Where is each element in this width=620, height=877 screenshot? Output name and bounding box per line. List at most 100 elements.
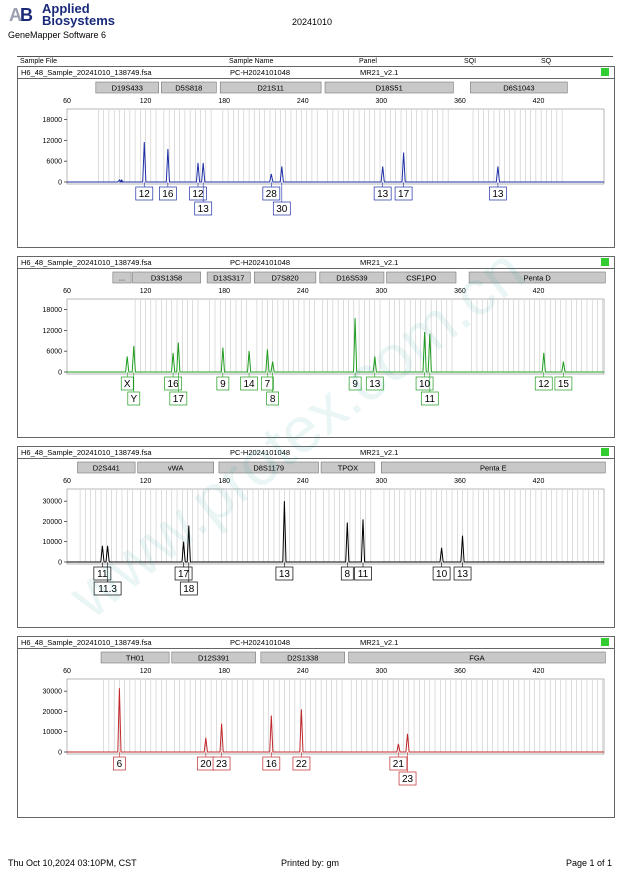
marker-label: D2S1338 <box>287 654 318 663</box>
allele-call: 11.3 <box>93 562 122 596</box>
allele-box <box>240 376 258 391</box>
allele-label: 8 <box>270 394 276 405</box>
allele-label: 13 <box>198 204 210 215</box>
allele-box <box>266 391 279 406</box>
allele-call: 13 <box>194 182 213 216</box>
allele-label: 13 <box>377 189 389 200</box>
marker-: ... <box>112 271 132 284</box>
y-tick-label: 0 <box>58 750 62 757</box>
allele-label: 15 <box>558 379 570 390</box>
svg-text:A: A <box>9 5 22 25</box>
marker-label: TH01 <box>126 654 144 663</box>
allele-box <box>420 391 439 406</box>
brand-line-2: Biosystems <box>42 13 115 28</box>
marker-box <box>100 651 170 664</box>
sizing-quality-indicator <box>601 448 609 456</box>
allele-box <box>394 186 413 201</box>
y-tick-label: 12000 <box>43 138 63 145</box>
marker-box <box>253 271 317 284</box>
allele-call: 22 <box>292 752 311 771</box>
marker-box <box>137 461 214 474</box>
plot-area <box>66 298 605 375</box>
marker-d5s818: D5S818 <box>161 81 217 94</box>
marker-d3s1358: D3S1358 <box>132 271 201 284</box>
marker-d7s820: D7S820 <box>253 271 317 284</box>
marker-box <box>348 651 606 664</box>
allele-call: 6 <box>113 752 126 771</box>
x-tick-label: 240 <box>297 668 309 675</box>
allele-label: 9 <box>220 379 226 390</box>
allele-box <box>432 566 451 581</box>
allele-box <box>189 186 207 201</box>
marker-box <box>468 271 606 284</box>
sample-name-value: PC-H2024101048 <box>230 638 291 647</box>
allele-call: 16 <box>164 372 182 391</box>
x-tick-label: 60 <box>63 98 71 105</box>
allele-call: 13 <box>453 562 472 581</box>
y-tick-label: 30000 <box>43 499 63 506</box>
run-date: 20241010 <box>292 17 333 27</box>
svg-text:B: B <box>20 5 33 25</box>
plot-area <box>66 108 605 185</box>
allele-label: 21 <box>393 759 405 770</box>
y-tick-label: 30000 <box>43 689 63 696</box>
marker-pentad: Penta D <box>468 271 606 284</box>
allele-box <box>194 201 213 216</box>
allele-label: 13 <box>457 569 469 580</box>
allele-call: 16 <box>159 182 177 201</box>
marker-d12s391: D12S391 <box>171 651 256 664</box>
y-tick-label: 18000 <box>43 117 63 124</box>
marker-label: D16S539 <box>336 274 367 283</box>
allele-call: 23 <box>398 752 417 786</box>
x-tick-label: 360 <box>454 98 466 105</box>
allele-box <box>169 391 188 406</box>
marker-label: D3S1358 <box>151 274 182 283</box>
allele-call: 17 <box>169 372 188 406</box>
allele-label: 16 <box>162 189 174 200</box>
y-tick-label: 6000 <box>46 159 62 166</box>
sample-file-value: H6_48_Sample_20241010_138749.fsa <box>21 638 152 647</box>
allele-label: 30 <box>276 204 288 215</box>
marker-label: D8S1179 <box>253 464 284 473</box>
allele-label: 20 <box>200 759 212 770</box>
allele-call: 15 <box>554 372 573 391</box>
allele-call: 20 <box>196 752 215 771</box>
allele-label: 17 <box>173 394 185 405</box>
allele-call: 13 <box>275 562 294 581</box>
x-tick-label: 360 <box>454 668 466 675</box>
allele-box <box>292 756 311 771</box>
x-tick-label: 180 <box>218 98 230 105</box>
panel-value: MR21_v2.1 <box>360 448 399 457</box>
allele-call: X <box>120 372 134 391</box>
sample-name-value: PC-H2024101048 <box>230 68 291 77</box>
allele-label: 18 <box>183 584 195 595</box>
x-tick-label: 120 <box>140 478 152 485</box>
allele-call: 9 <box>348 372 362 391</box>
marker-box <box>319 271 385 284</box>
y-tick-label: 0 <box>58 180 62 187</box>
footer-printed-by: Printed by: gm <box>281 858 340 868</box>
panel-blue: H6_48_Sample_20241010_138749.fsa PC-H2024… <box>17 66 615 248</box>
trace-line <box>67 501 604 563</box>
allele-call: 21 <box>389 752 408 771</box>
allele-label: 16 <box>168 379 180 390</box>
x-tick-label: 180 <box>218 478 230 485</box>
marker-box <box>324 81 454 94</box>
footer-datetime: Thu Oct 10,2024 03:10PM, CST <box>8 858 137 868</box>
marker-d2s441: D2S441 <box>77 461 136 474</box>
marker-label: D6S1043 <box>503 84 534 93</box>
trace-line <box>67 141 604 183</box>
allele-call: 18 <box>179 562 198 596</box>
allele-label: 12 <box>139 189 151 200</box>
marker-label: D2S441 <box>93 464 120 473</box>
sample-name-value: PC-H2024101048 <box>230 258 291 267</box>
x-tick-label: 420 <box>533 288 545 295</box>
sizing-quality-indicator <box>601 68 609 76</box>
column-header-row: Sample File Sample Name Panel SQI SQ <box>17 56 613 67</box>
allele-label: 12 <box>538 379 550 390</box>
x-tick-label: 420 <box>533 478 545 485</box>
y-tick-label: 0 <box>58 370 62 377</box>
marker-d2s1338: D2S1338 <box>260 651 345 664</box>
allele-box <box>261 376 274 391</box>
allele-label: 9 <box>352 379 358 390</box>
